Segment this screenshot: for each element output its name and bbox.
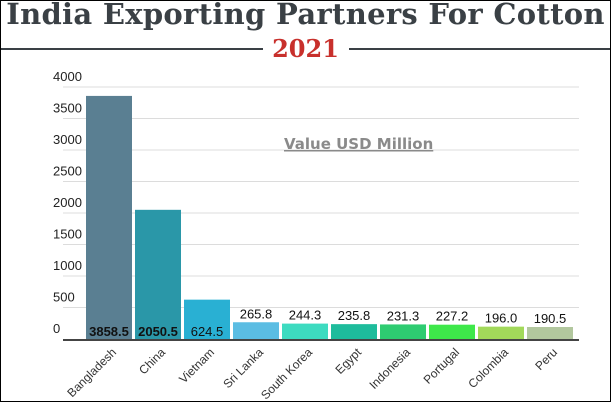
x-tick-label: Portugal [421,345,463,387]
y-tick-label: 3500 [53,101,82,116]
value-label: 244.3 [289,308,322,323]
bar [135,209,181,339]
y-tick-label: 2500 [53,164,82,179]
divider-right [349,48,610,50]
value-label: 624.5 [191,324,224,339]
x-tick-label: Indonesia [366,345,413,392]
value-label: 2050.5 [138,324,178,339]
x-tick-label: Vietnam [176,345,217,386]
chart-subtitle: 2021 [272,34,339,63]
y-tick-label: 4000 [53,69,82,84]
value-label: 196.0 [485,311,518,326]
y-tick-label: 1000 [53,258,82,273]
x-tick-label: Colombia [465,345,511,391]
y-tick-label: 0 [53,321,60,336]
x-tick-label: China [136,345,168,377]
y-tick-label: 3000 [53,132,82,147]
value-label: 227.2 [436,309,469,324]
divider-left [1,48,263,50]
chart-title: India Exporting Partners For Cotton [6,0,605,31]
bar [380,324,426,339]
bar [478,326,524,339]
bar [86,95,132,340]
value-label: 190.5 [534,311,567,326]
bar [282,323,328,339]
y-tick-label: 2000 [53,195,82,210]
x-tick-label: South Korea [258,345,315,401]
bar [331,324,377,339]
y-tick-label: 500 [53,290,75,305]
y-tick-label: 1500 [53,227,82,242]
value-label: 231.3 [387,308,420,323]
x-tick-label: Peru [532,345,560,373]
value-annotation: Value USD Million [284,135,433,153]
subtitle-row: 2021 [1,34,610,64]
value-label: 265.8 [240,306,273,321]
x-tick-label: Egypt [333,345,365,377]
bar [527,326,573,339]
bar [233,322,279,339]
x-tick-label: Bangladesh [64,345,119,400]
x-tick-label: Sri Lanka [220,345,266,391]
value-label: 235.8 [338,308,371,323]
bar [429,324,475,339]
value-label: 3858.5 [89,324,129,339]
bar [184,299,230,339]
